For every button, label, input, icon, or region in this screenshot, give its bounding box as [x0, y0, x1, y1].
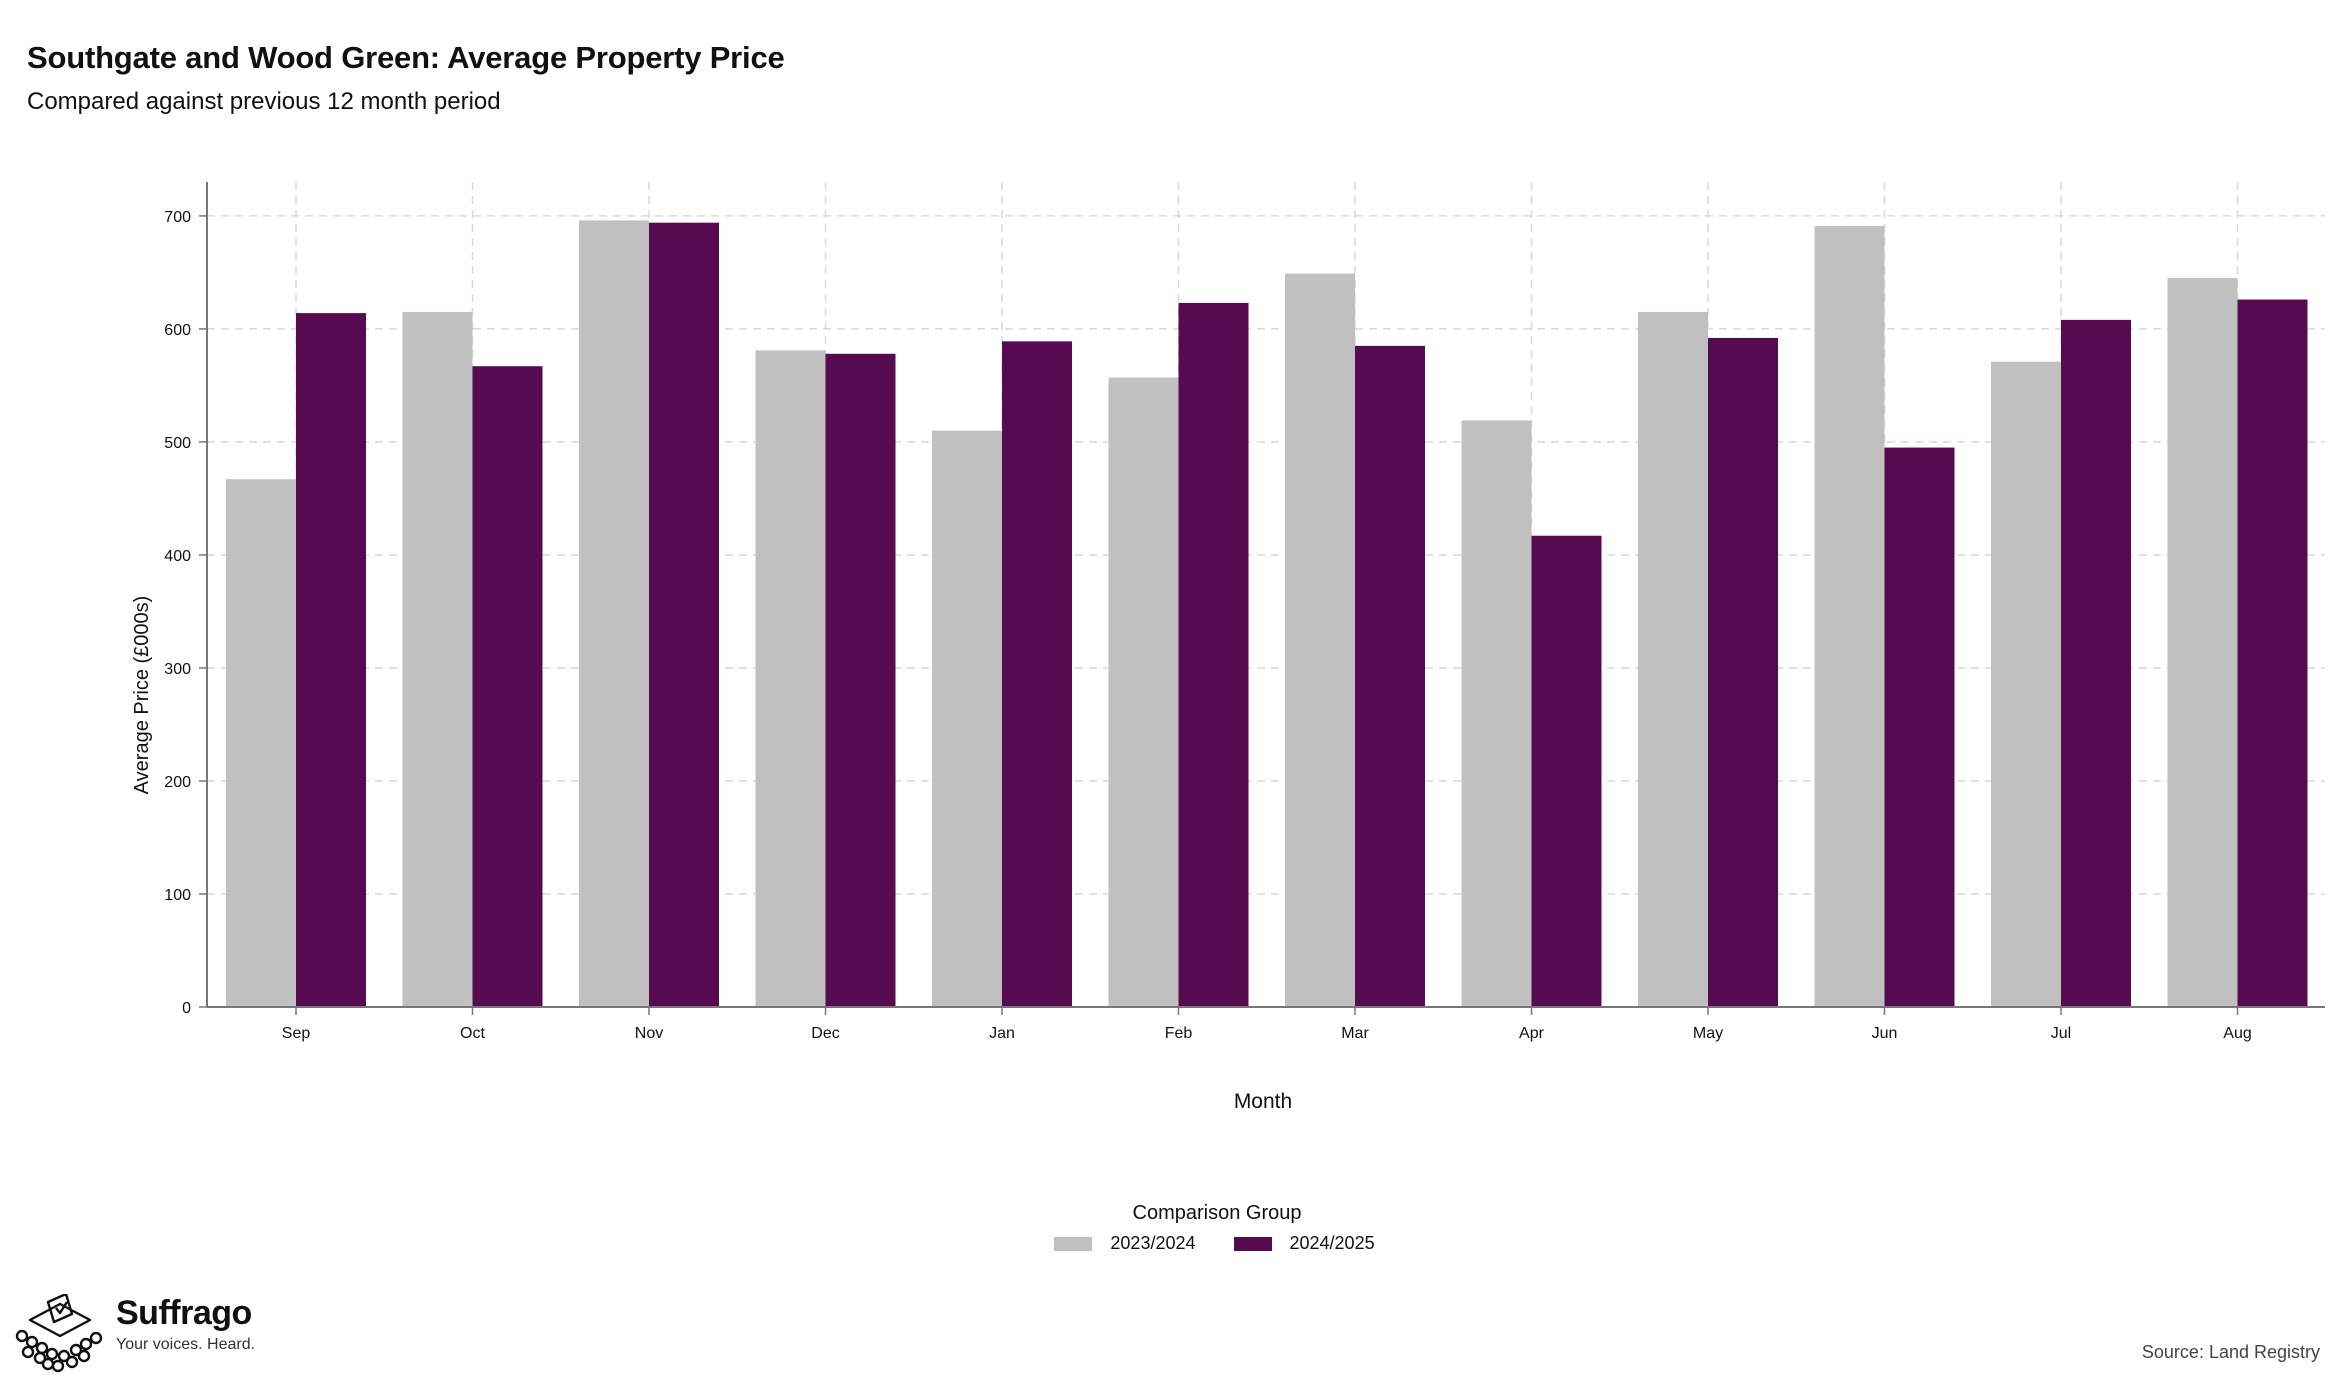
x-tick-label: Jul [2051, 1025, 2071, 1042]
bar-2023-2024-feb [1108, 377, 1179, 1008]
bar-2023-2024-nov [579, 220, 649, 1007]
bar-2024-2025-jan [1002, 341, 1072, 1007]
x-tick-label: Apr [1519, 1025, 1545, 1042]
legend-item-2023-2024: 2023/2024 [1054, 1233, 1196, 1254]
x-tick-label: Dec [811, 1025, 839, 1042]
x-tick-label: Jun [1872, 1025, 1898, 1042]
bars [226, 220, 2308, 1008]
bar-2024-2025-apr [1531, 535, 1602, 1007]
logo-tagline: Your voices. Heard. [116, 1336, 256, 1353]
y-tick-label: 600 [164, 322, 191, 339]
legend-label-2024-2025: 2024/2025 [1289, 1233, 1375, 1253]
chart-title: Southgate and Wood Green: Average Proper… [27, 40, 785, 75]
bar-2023-2024-may [1638, 311, 1708, 1007]
bar-2023-2024-apr [1461, 420, 1532, 1008]
x-tick-label: May [1693, 1025, 1723, 1042]
bar-2024-2025-oct [472, 366, 543, 1007]
chart-subtitle: Compared against previous 12 month perio… [27, 88, 501, 115]
bar-2023-2024-dec [755, 350, 826, 1008]
bar-2023-2024-jun [1814, 226, 1885, 1008]
bar-2024-2025-sep [296, 313, 366, 1007]
logo-name: Suffrago [116, 1294, 252, 1332]
bar-2023-2024-jul [1991, 361, 2061, 1007]
x-tick-label: Oct [460, 1025, 485, 1042]
source-note: Source: Land Registry [2141, 1342, 2320, 1362]
bar-2024-2025-jun [1884, 447, 1955, 1008]
legend-title: Comparison Group [1132, 1202, 1302, 1224]
axes: 0 100 200 300 400 500 600 700 Sep Oct Nov Dec Jan Feb… [164, 182, 2325, 1042]
x-tick-label: Nov [635, 1025, 663, 1042]
y-tick-label: 0 [182, 1000, 191, 1017]
bar-2023-2024-mar [1285, 273, 1355, 1007]
y-tick-label: 500 [164, 435, 191, 452]
bar-2024-2025-mar [1355, 345, 1425, 1007]
bar-2023-2024-sep [226, 479, 296, 1007]
x-tick-label: Aug [2223, 1025, 2251, 1042]
y-tick-label: 700 [164, 209, 191, 226]
y-tick-label: 300 [164, 661, 191, 678]
legend-label-2023-2024: 2023/2024 [1110, 1233, 1196, 1253]
bar-2023-2024-aug [2167, 278, 2238, 1007]
legend: Comparison Group 2023/2024 2024/2025 [0, 1202, 2334, 1254]
bar-2023-2024-oct [402, 311, 473, 1007]
legend-swatch-2024-2025 [1233, 1236, 1272, 1251]
y-tick-label: 400 [164, 548, 191, 565]
suffrago-logo: Suffrago Your voices. Heard. [14, 1294, 255, 1374]
x-tick-label: Mar [1341, 1025, 1369, 1042]
y-tick-label: 200 [164, 774, 191, 791]
x-tick-label: Jan [989, 1025, 1015, 1042]
bar-2023-2024-jan [932, 430, 1002, 1007]
bar-2024-2025-may [1708, 337, 1778, 1008]
y-tick-label: 100 [164, 887, 191, 904]
x-axis-label: Month [1234, 1090, 1292, 1113]
bar-2024-2025-jul [2061, 319, 2131, 1007]
legend-item-2024-2025: 2024/2025 [1233, 1233, 1375, 1254]
x-tick-label: Sep [282, 1025, 311, 1042]
y-axis-label: Average Price (£000s) [131, 596, 153, 795]
bar-2024-2025-dec [825, 353, 896, 1007]
ballot-box-icon [15, 1294, 103, 1373]
bar-2024-2025-feb [1178, 302, 1249, 1007]
legend-swatch-2023-2024 [1054, 1236, 1093, 1251]
bar-2024-2025-nov [649, 222, 719, 1007]
bar-2024-2025-aug [2237, 299, 2308, 1007]
x-tick-label: Feb [1165, 1025, 1193, 1042]
